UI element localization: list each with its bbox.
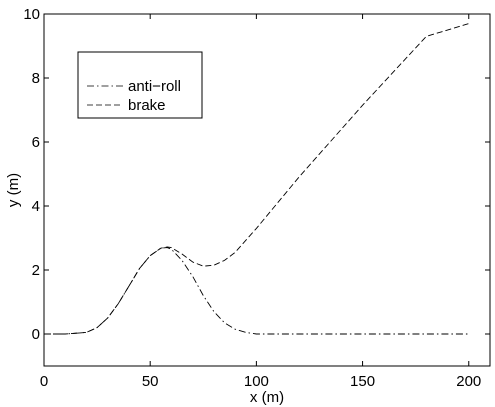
series-line-brake: [44, 23, 469, 335]
x-tick-label: 0: [40, 373, 48, 390]
y-tick-label: 6: [32, 134, 40, 151]
x-axis-ticks: 0 50 100 150 200: [40, 14, 481, 390]
legend: anti−roll brake: [77, 51, 203, 119]
x-tick-label: 100: [244, 373, 269, 390]
legend-label-anti-roll: anti−roll: [128, 78, 181, 95]
x-tick-label: 200: [456, 373, 481, 390]
legend-box: [77, 51, 203, 119]
y-tick-label: 8: [32, 70, 40, 87]
x-axis-title: x (m): [250, 389, 284, 406]
x-tick-label: 50: [142, 373, 159, 390]
y-tick-label: 0: [32, 326, 40, 343]
y-tick-label: 10: [23, 6, 40, 23]
y-tick-label: 2: [32, 262, 40, 279]
y-axis-title: y (m): [5, 173, 22, 207]
y-tick-label: 4: [32, 198, 40, 215]
legend-label-brake: brake: [128, 97, 166, 114]
x-tick-label: 150: [350, 373, 375, 390]
y-axis-ticks: 0 2 4 6 8 10: [23, 6, 490, 343]
series-lines: [44, 23, 469, 335]
